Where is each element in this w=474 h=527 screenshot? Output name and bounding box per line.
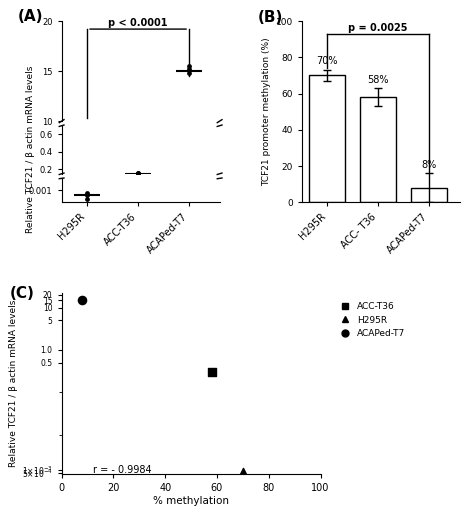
Point — [185, 65, 193, 73]
Point — [208, 368, 216, 376]
Point — [185, 69, 193, 77]
Bar — [411, 188, 447, 202]
Text: (B): (B) — [257, 10, 283, 25]
Point — [134, 216, 142, 224]
Point — [83, 194, 91, 203]
Point — [83, 182, 91, 191]
Point — [239, 467, 246, 476]
Text: (A): (A) — [18, 9, 43, 24]
Point — [185, 62, 193, 70]
Y-axis label: Relative TCF21 / β actin mRNA levels: Relative TCF21 / β actin mRNA levels — [26, 66, 35, 233]
Point — [79, 296, 86, 304]
Point — [134, 216, 142, 224]
Point — [83, 217, 91, 226]
Y-axis label: Relative TCF21 / β actin mRNA levels: Relative TCF21 / β actin mRNA levels — [9, 300, 18, 467]
Y-axis label: TCF21 promoter methylation (%): TCF21 promoter methylation (%) — [262, 37, 271, 186]
Text: 8%: 8% — [421, 160, 437, 170]
Text: p = 0.0025: p = 0.0025 — [348, 23, 408, 33]
Point — [134, 171, 142, 179]
Text: r = - 0.9984: r = - 0.9984 — [93, 464, 151, 474]
X-axis label: % methylation: % methylation — [153, 496, 229, 506]
Point — [134, 169, 142, 178]
Point — [83, 182, 91, 191]
Text: 58%: 58% — [367, 74, 389, 84]
Text: 70%: 70% — [317, 56, 338, 66]
Point — [83, 189, 91, 197]
Point — [134, 169, 142, 177]
Point — [83, 182, 91, 191]
Bar — [360, 97, 396, 202]
Legend: ACC-T36, H295R, ACAPed-T7: ACC-T36, H295R, ACAPed-T7 — [335, 301, 407, 339]
Text: (C): (C) — [10, 286, 35, 301]
Point — [83, 217, 91, 226]
Point — [83, 217, 91, 226]
Bar — [310, 75, 345, 202]
Point — [83, 191, 91, 199]
Point — [134, 216, 142, 224]
Text: p < 0.0001: p < 0.0001 — [109, 18, 168, 28]
